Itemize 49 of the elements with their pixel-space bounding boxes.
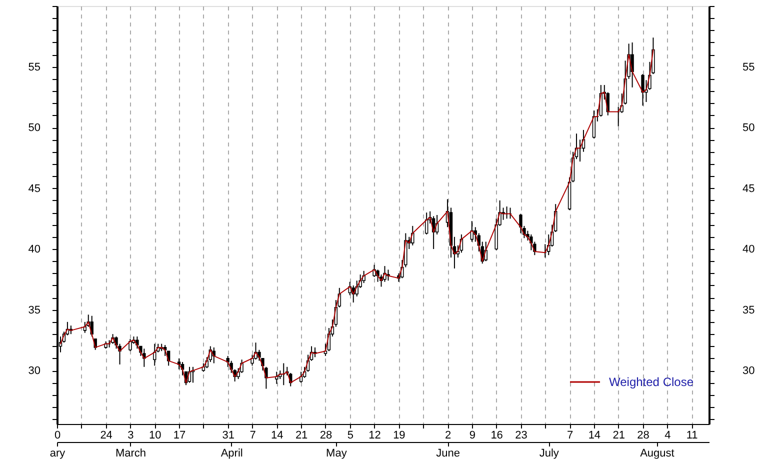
x-tick-label: 11 <box>686 430 698 442</box>
x-tick-label: 5 <box>347 430 354 442</box>
candlestick <box>530 234 533 251</box>
x-tick-label: 24 <box>100 430 112 442</box>
x-tick-label: 16 <box>490 430 503 442</box>
y2-tick-label: 50 <box>28 122 40 134</box>
y-tick-label: 45 <box>742 182 755 195</box>
x-tick-label: 10 <box>149 430 162 442</box>
x-tick-label: 2 <box>444 430 452 442</box>
y-tick-label: 55 <box>742 61 755 74</box>
x2-tick-label: April <box>220 448 243 460</box>
x-tick-label: 7 <box>250 430 256 442</box>
candlestick <box>641 74 644 106</box>
x-tick-label: 12 <box>368 430 381 442</box>
x2-tick-label: March <box>115 448 146 460</box>
x-tick-label: 21 <box>295 430 308 442</box>
x-tick-label: 28 <box>320 430 332 442</box>
candlestick <box>128 338 132 352</box>
x-tick-label: 19 <box>393 430 406 442</box>
x-tick-label: 3 <box>128 430 134 442</box>
y-tick-label: 30 <box>742 365 755 378</box>
x2-tick-label: May <box>326 448 348 460</box>
x2-tick-label: July <box>539 448 560 460</box>
x2-tick-label: June <box>436 448 460 460</box>
y-tick-label: 40 <box>742 244 755 256</box>
x-tick-label: 23 <box>515 430 528 442</box>
y2-tick-label: 40 <box>28 244 40 256</box>
candlestick <box>630 42 634 88</box>
x-tick-label: 21 <box>612 430 625 442</box>
candlestick <box>275 371 278 384</box>
x-tick-label: 17 <box>173 430 186 442</box>
x-tick-label: 0 <box>54 430 61 442</box>
y2-tick-label: 30 <box>28 365 40 378</box>
y2-tick-label: 45 <box>28 182 40 195</box>
y-tick-label: 50 <box>742 122 755 134</box>
legend-label: Weighted Close <box>609 375 694 389</box>
candlestick <box>519 213 522 234</box>
x-tick-label: 28 <box>637 430 650 442</box>
y2-tick-label: 55 <box>28 61 40 74</box>
x-tick-label: 7 <box>566 430 574 442</box>
x2-tick-label: August <box>640 448 674 460</box>
x2-tick-label: ary <box>50 448 66 460</box>
x-tick-label: 4 <box>664 430 671 442</box>
x-tick-label: 14 <box>588 430 601 442</box>
x-tick-label: 9 <box>469 430 476 442</box>
y2-tick-label: 35 <box>28 304 40 316</box>
x-tick-label: 31 <box>222 430 234 442</box>
y-tick-label: 35 <box>742 304 755 316</box>
x-tick-label: 14 <box>271 430 284 442</box>
